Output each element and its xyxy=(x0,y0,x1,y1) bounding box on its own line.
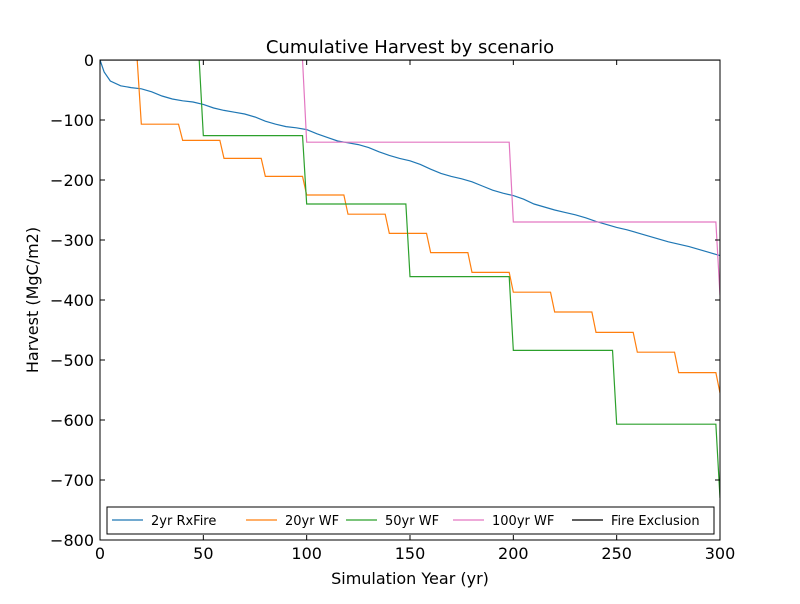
x-tick-label: 300 xyxy=(705,544,736,563)
series-layer xyxy=(100,60,720,499)
x-tick-label: 150 xyxy=(395,544,426,563)
legend-label-1: 20yr WF xyxy=(285,514,339,529)
legend-label-3: 100yr WF xyxy=(492,514,554,529)
series-line-3 xyxy=(301,60,720,296)
y-axis-label: Harvest (MgC/m2) xyxy=(23,227,42,373)
series-line-2 xyxy=(198,60,720,499)
x-tick-label: 200 xyxy=(498,544,529,563)
series-line-1 xyxy=(136,60,720,394)
y-tick-label: −600 xyxy=(50,411,94,430)
y-tick-label: −400 xyxy=(50,291,94,310)
y-tick-label: −700 xyxy=(50,471,94,490)
legend-label-4: Fire Exclusion xyxy=(611,514,700,529)
legend-label-0: 2yr RxFire xyxy=(151,514,216,529)
y-tick-label: 0 xyxy=(84,51,94,70)
y-tick-label: −200 xyxy=(50,171,94,190)
x-tick-label: 250 xyxy=(601,544,632,563)
x-tick-label: 0 xyxy=(95,544,105,563)
series-line-0 xyxy=(100,60,720,257)
legend-box xyxy=(106,506,715,535)
x-tick-label: 50 xyxy=(193,544,213,563)
legend: 2yr RxFire 20yr WF 50yr WF 100yr WF Fire Exc… xyxy=(106,506,715,535)
x-axis-label: Simulation Year (yr) xyxy=(331,569,489,588)
y-tick-label: −800 xyxy=(50,531,94,550)
tick-layer: 0 50 100 150 200 250 300 0 −100 −200 −300 −400 −500 −… xyxy=(50,51,735,563)
legend-label-2: 50yr WF xyxy=(385,514,439,529)
y-tick-label: −300 xyxy=(50,231,94,250)
x-tick-label: 100 xyxy=(291,544,322,563)
chart-title: Cumulative Harvest by scenario xyxy=(266,37,554,58)
y-tick-label: −100 xyxy=(50,111,94,130)
y-tick-label: −500 xyxy=(50,351,94,370)
